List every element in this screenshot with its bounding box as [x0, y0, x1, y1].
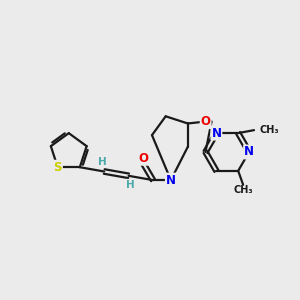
Text: N: N	[244, 146, 254, 158]
Text: O: O	[201, 115, 211, 128]
Text: N: N	[212, 127, 221, 140]
Text: O: O	[138, 152, 148, 165]
Text: H: H	[126, 180, 135, 190]
Text: S: S	[53, 161, 62, 174]
Text: CH₃: CH₃	[233, 185, 253, 195]
Text: N: N	[166, 174, 176, 187]
Text: CH₃: CH₃	[260, 125, 280, 135]
Text: H: H	[98, 157, 106, 166]
